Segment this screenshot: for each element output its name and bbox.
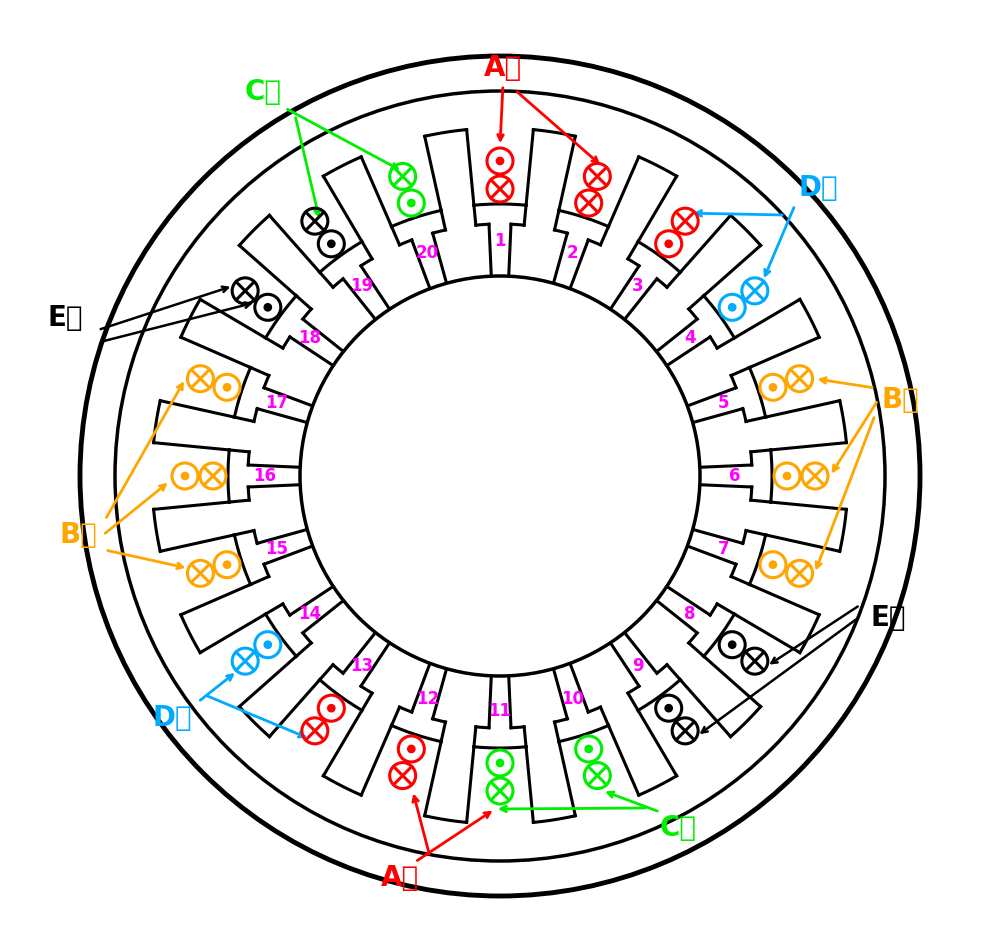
Text: 16: 16 xyxy=(254,467,276,485)
Text: 3: 3 xyxy=(632,277,644,295)
Circle shape xyxy=(408,199,415,207)
Text: E相: E相 xyxy=(870,604,906,632)
Text: 11: 11 xyxy=(488,702,512,720)
Circle shape xyxy=(729,304,736,311)
Text: B相: B相 xyxy=(59,521,97,549)
Circle shape xyxy=(328,704,335,712)
Text: 12: 12 xyxy=(416,690,439,708)
Text: A相: A相 xyxy=(381,864,419,892)
Text: 9: 9 xyxy=(632,657,644,675)
Text: 20: 20 xyxy=(416,244,439,262)
Text: 8: 8 xyxy=(684,605,696,624)
Text: 6: 6 xyxy=(729,467,741,485)
Text: A相: A相 xyxy=(484,54,522,82)
Circle shape xyxy=(496,760,504,766)
Circle shape xyxy=(585,745,592,753)
Text: D相: D相 xyxy=(152,704,192,732)
Text: 18: 18 xyxy=(298,328,321,347)
Text: 14: 14 xyxy=(298,605,321,624)
Text: 7: 7 xyxy=(718,540,729,558)
Text: 2: 2 xyxy=(567,244,578,262)
Text: 17: 17 xyxy=(265,394,288,412)
Text: B相: B相 xyxy=(881,386,919,414)
Circle shape xyxy=(665,240,672,248)
Text: 15: 15 xyxy=(265,540,288,558)
Circle shape xyxy=(783,472,791,480)
Text: 10: 10 xyxy=(561,690,584,708)
Circle shape xyxy=(264,641,271,648)
Text: C相: C相 xyxy=(660,814,696,842)
Text: E相: E相 xyxy=(47,304,83,332)
Text: D相: D相 xyxy=(798,174,838,202)
Text: 5: 5 xyxy=(718,394,729,412)
Circle shape xyxy=(223,561,231,568)
Circle shape xyxy=(769,384,777,391)
Circle shape xyxy=(264,304,271,311)
Circle shape xyxy=(223,384,231,391)
Text: 19: 19 xyxy=(350,277,373,295)
Text: C相: C相 xyxy=(244,78,282,106)
Circle shape xyxy=(665,704,672,712)
Circle shape xyxy=(729,641,736,648)
Text: 1: 1 xyxy=(494,232,506,250)
Circle shape xyxy=(496,157,504,165)
Circle shape xyxy=(181,472,189,480)
Circle shape xyxy=(300,276,700,676)
Text: 13: 13 xyxy=(350,657,373,675)
Circle shape xyxy=(769,561,777,568)
Circle shape xyxy=(328,240,335,248)
Circle shape xyxy=(408,745,415,753)
Text: 4: 4 xyxy=(684,328,696,347)
